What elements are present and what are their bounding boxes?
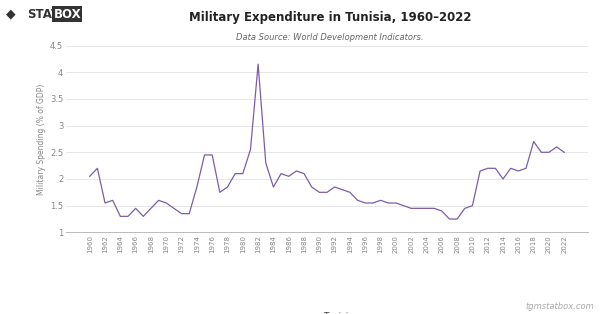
Text: Military Expenditure in Tunisia, 1960–2022: Military Expenditure in Tunisia, 1960–20… [189,11,471,24]
Text: BOX: BOX [53,8,81,21]
Text: Data Source: World Development Indicators.: Data Source: World Development Indicator… [236,33,424,42]
Text: tgmstatbox.com: tgmstatbox.com [525,302,594,311]
Legend: Tunisia: Tunisia [296,309,358,314]
Text: ◆: ◆ [6,8,16,21]
Text: STAT: STAT [27,8,59,21]
Y-axis label: Military Spending (% of GDP): Military Spending (% of GDP) [37,83,46,195]
